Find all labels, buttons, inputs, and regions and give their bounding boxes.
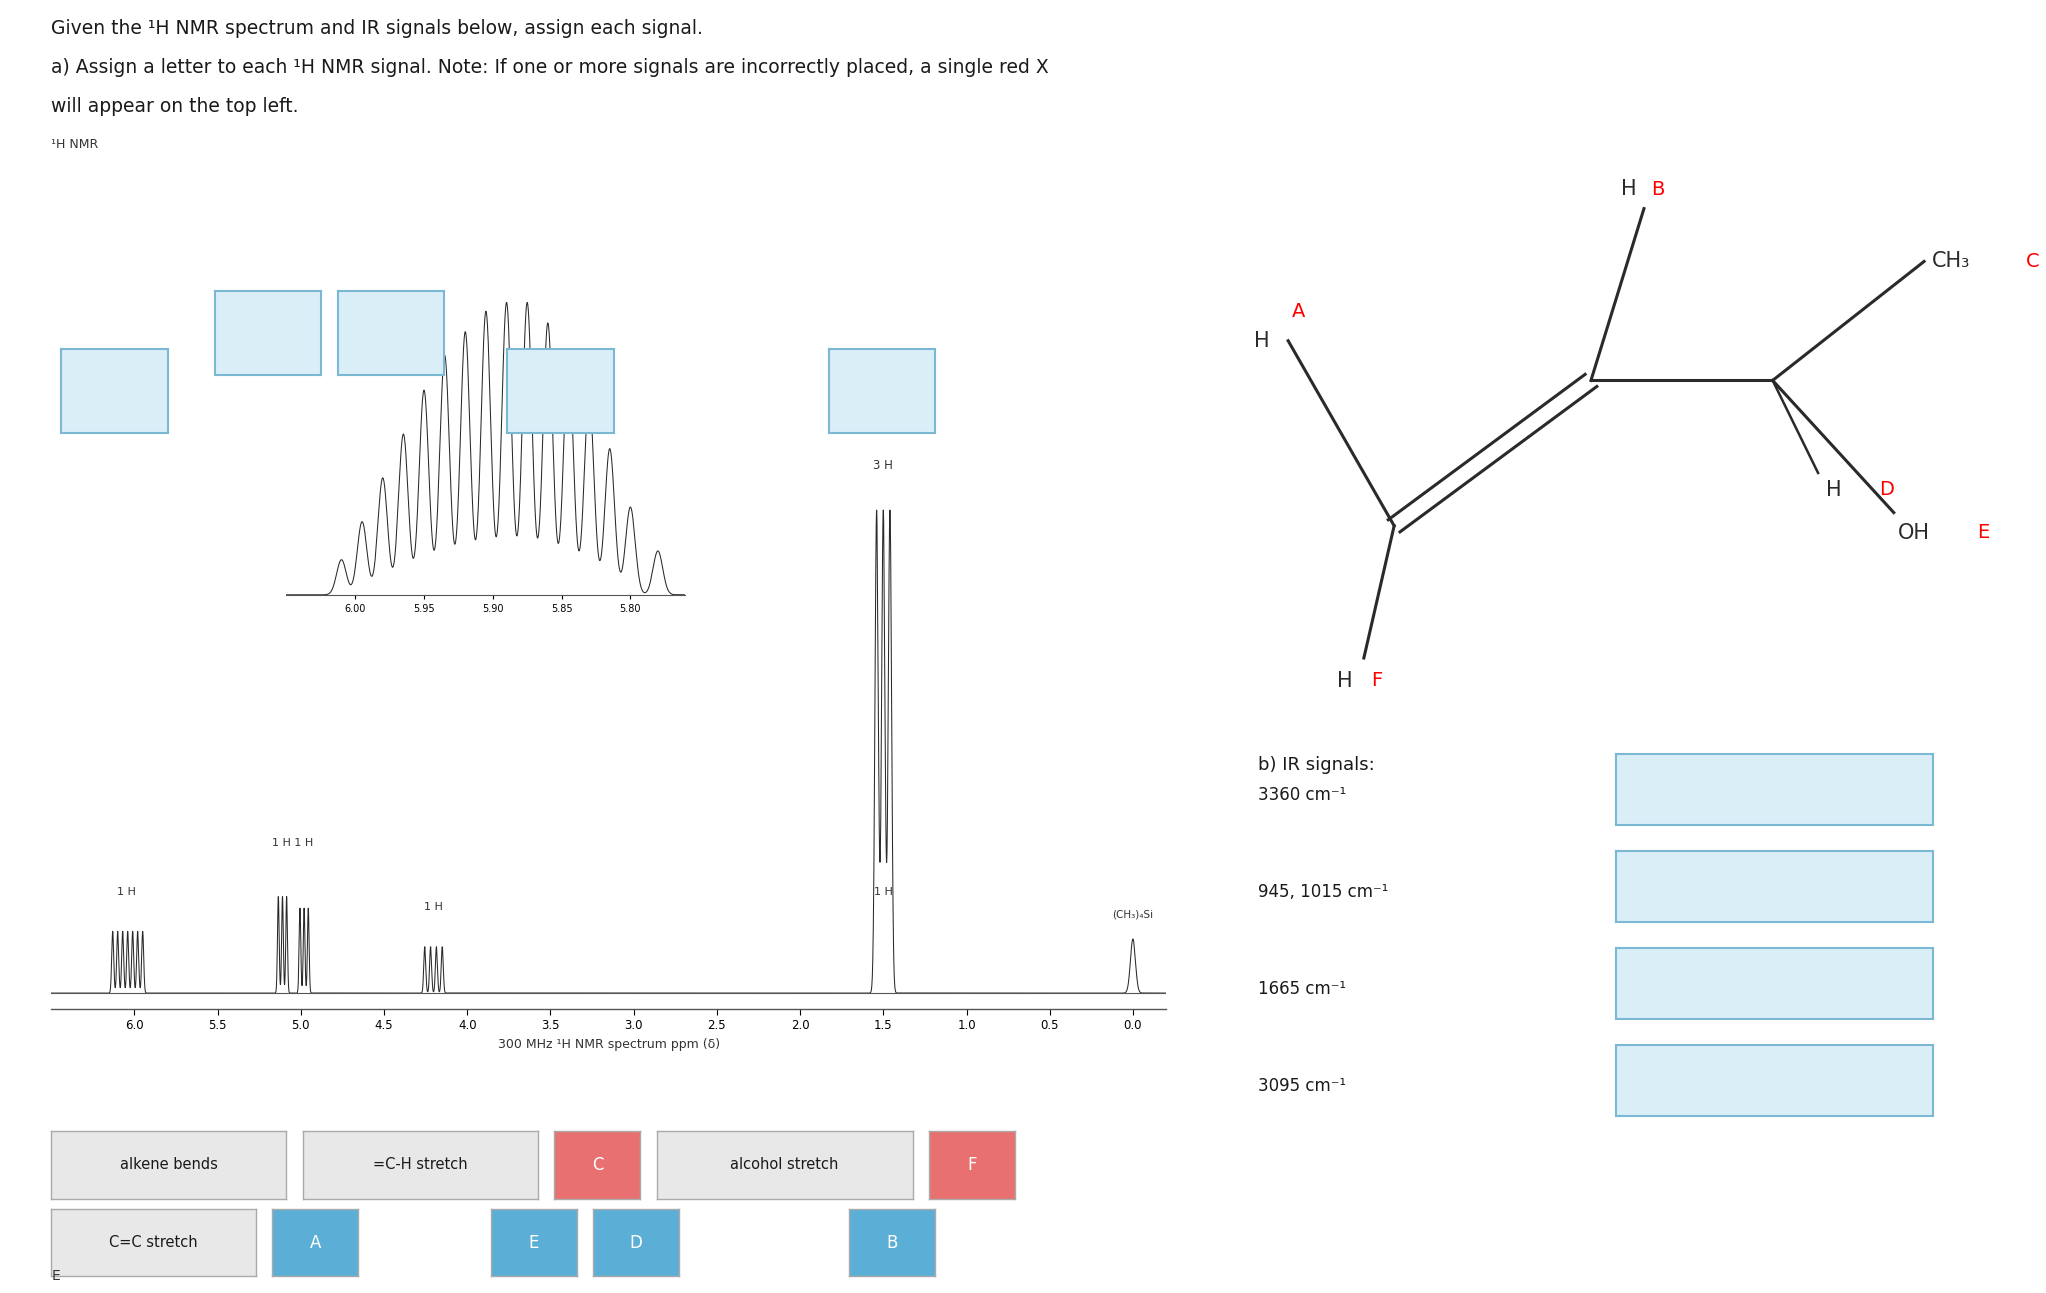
Text: CH₃: CH₃ <box>1931 251 1970 272</box>
Text: C: C <box>2026 252 2040 272</box>
Text: 3360 cm⁻¹: 3360 cm⁻¹ <box>1258 786 1346 804</box>
Text: F: F <box>968 1156 976 1174</box>
Text: Given the ¹H NMR spectrum and IR signals below, assign each signal.: Given the ¹H NMR spectrum and IR signals… <box>51 19 704 39</box>
Text: 1 H: 1 H <box>874 887 892 896</box>
Text: ¹H NMR: ¹H NMR <box>51 138 98 151</box>
Text: 1 H: 1 H <box>117 887 135 896</box>
Text: 1 H 1 H: 1 H 1 H <box>272 838 313 848</box>
Text: D: D <box>1878 480 1893 499</box>
X-axis label: 300 MHz ¹H NMR spectrum ppm (δ): 300 MHz ¹H NMR spectrum ppm (δ) <box>497 1037 720 1050</box>
Text: 1 H: 1 H <box>424 903 444 912</box>
Text: E: E <box>1976 522 1989 542</box>
Text: A: A <box>309 1234 321 1252</box>
Text: (CH₃)₄Si: (CH₃)₄Si <box>1113 910 1154 919</box>
Text: B: B <box>1651 180 1665 199</box>
Text: 3095 cm⁻¹: 3095 cm⁻¹ <box>1258 1077 1346 1095</box>
Text: H: H <box>1620 178 1637 199</box>
Text: D: D <box>630 1234 642 1252</box>
Text: OH: OH <box>1897 522 1929 543</box>
Text: A: A <box>1291 303 1305 321</box>
Text: 1665 cm⁻¹: 1665 cm⁻¹ <box>1258 980 1346 998</box>
Text: b) IR signals:: b) IR signals: <box>1258 756 1375 775</box>
Text: a) Assign a letter to each ¹H NMR signal. Note: If one or more signals are incor: a) Assign a letter to each ¹H NMR signal… <box>51 58 1050 78</box>
Text: alcohol stretch: alcohol stretch <box>730 1157 839 1173</box>
Text: =C-H stretch: =C-H stretch <box>372 1157 469 1173</box>
Text: alkene bends: alkene bends <box>121 1157 217 1173</box>
Text: 3 H: 3 H <box>874 459 894 472</box>
Text: H: H <box>1825 480 1841 499</box>
Text: B: B <box>886 1234 898 1252</box>
Text: 945, 1015 cm⁻¹: 945, 1015 cm⁻¹ <box>1258 883 1389 901</box>
Text: E: E <box>51 1268 59 1283</box>
Text: E: E <box>528 1234 540 1252</box>
Text: C=C stretch: C=C stretch <box>108 1235 198 1250</box>
Text: F: F <box>1371 671 1383 690</box>
Text: will appear on the top left.: will appear on the top left. <box>51 97 299 116</box>
Text: H: H <box>1336 671 1352 692</box>
Text: C: C <box>591 1156 604 1174</box>
Text: H: H <box>1254 331 1269 350</box>
